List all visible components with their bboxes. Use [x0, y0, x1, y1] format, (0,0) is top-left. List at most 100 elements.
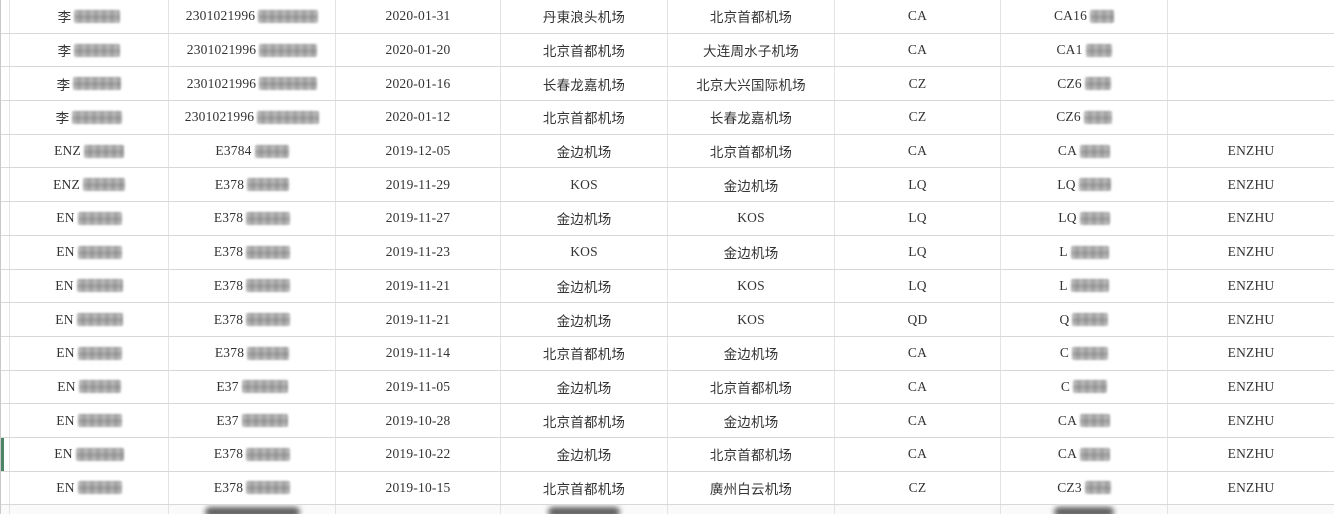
cell-flight-no[interactable]: CZ6 — [1001, 101, 1168, 134]
cell-airline-code[interactable]: LQ — [835, 202, 1001, 235]
cell-remark[interactable]: ENZHU — [1168, 135, 1334, 168]
cell-departure-airport[interactable]: KOS — [501, 235, 668, 269]
cell-arrival-airport[interactable]: KOS — [668, 303, 835, 336]
cell-document-no[interactable]: E37 — [169, 404, 336, 437]
cell-name[interactable]: EN — [10, 336, 169, 370]
cell-name[interactable]: EN — [10, 269, 169, 303]
cell-arrival-airport[interactable]: 北京大兴国际机场 — [668, 67, 835, 101]
row-margin-cell[interactable] — [1, 134, 10, 168]
cell-remark[interactable]: ENZHU — [1168, 438, 1334, 471]
cell-flight-no[interactable]: LQ — [1001, 202, 1168, 235]
cell-airline-code[interactable]: CA — [835, 437, 1001, 471]
cell-date[interactable]: 2019-10-15 — [336, 471, 501, 505]
cell-document-no[interactable]: E3784 — [169, 134, 336, 168]
cell-arrival-airport[interactable]: 金边机场 — [668, 404, 835, 437]
row-margin-cell[interactable] — [1, 437, 10, 471]
cell-document-no[interactable]: E378 — [169, 269, 336, 303]
cell-name[interactable]: 李 — [10, 101, 169, 134]
cell-departure-airport[interactable]: 金边机场 — [501, 437, 668, 471]
row-margin-cell[interactable] — [1, 33, 10, 67]
cell-document-no[interactable]: 2301021996 — [169, 33, 336, 67]
row-margin-cell[interactable] — [1, 235, 10, 269]
row-margin-cell[interactable] — [1, 471, 10, 505]
cell-document-no[interactable]: E378 — [169, 168, 336, 202]
cell-arrival-airport[interactable]: KOS — [668, 269, 835, 303]
cell-airline-code[interactable]: CA — [835, 134, 1001, 168]
cell-document-no[interactable]: 2301021996 — [169, 101, 336, 134]
cell-document-no[interactable]: E378 — [169, 336, 336, 370]
cell-flight-no[interactable]: L — [1001, 235, 1168, 269]
cell-departure-airport[interactable]: 金边机场 — [501, 370, 668, 404]
cell-name[interactable]: 李 — [10, 0, 169, 33]
cell-document-no[interactable]: E378 — [169, 471, 336, 505]
cell-date[interactable]: 2019-11-14 — [336, 336, 501, 370]
cell-flight-no[interactable]: CZ3 — [1001, 471, 1168, 505]
cell-remark[interactable]: ENZHU — [1168, 472, 1334, 505]
cell-date[interactable]: 2019-11-21 — [336, 303, 501, 336]
row-margin-cell[interactable] — [1, 67, 10, 101]
cell-flight-no[interactable]: CA — [1001, 437, 1168, 471]
cell-flight-no[interactable]: C — [1001, 370, 1168, 404]
cell-airline-code[interactable]: CA — [835, 336, 1001, 370]
cell-departure-airport[interactable]: 金边机场 — [501, 303, 668, 336]
cell-flight-no[interactable]: CA — [1001, 134, 1168, 168]
row-margin-cell[interactable] — [1, 303, 10, 336]
cell-name[interactable]: EN — [10, 235, 169, 269]
cell-date[interactable]: 2020-01-31 — [336, 0, 501, 33]
cell-date[interactable]: 2019-11-05 — [336, 370, 501, 404]
cell-name[interactable]: EN — [10, 471, 169, 505]
cell-document-no[interactable]: 2301021996 — [169, 0, 336, 33]
cell-departure-airport[interactable]: 金边机场 — [501, 269, 668, 303]
row-margin-cell[interactable] — [1, 101, 10, 134]
cell-name[interactable]: EN — [10, 303, 169, 336]
cell-remark[interactable]: ENZHU — [1168, 236, 1334, 269]
cell-remark[interactable]: ENZHU — [1168, 337, 1334, 370]
cell-flight-no[interactable]: CZ6 — [1001, 67, 1168, 101]
cell-departure-airport[interactable]: 长春龙嘉机场 — [501, 67, 668, 101]
cell-remark[interactable] — [1168, 101, 1334, 134]
cell-remark[interactable] — [1168, 67, 1334, 100]
cell-airline-code[interactable]: CA — [835, 33, 1001, 67]
cell-airline-code[interactable]: LQ — [835, 235, 1001, 269]
cell-date[interactable]: 2019-11-29 — [336, 168, 501, 202]
cell-document-no[interactable]: E378 — [169, 303, 336, 336]
cell-date[interactable]: 2019-12-05 — [336, 134, 501, 168]
cell-arrival-airport[interactable]: 北京首都机场 — [668, 437, 835, 471]
cell-arrival-airport[interactable]: 北京首都机场 — [668, 370, 835, 404]
cell-flight-no[interactable]: C — [1001, 336, 1168, 370]
cell-remark[interactable]: ENZHU — [1168, 202, 1334, 235]
cell-name[interactable]: ENZ — [10, 168, 169, 202]
cell-arrival-airport[interactable]: 长春龙嘉机场 — [668, 101, 835, 134]
cell-arrival-airport[interactable]: 廣州白云机场 — [668, 471, 835, 505]
row-margin-cell[interactable] — [1, 370, 10, 404]
cell-remark[interactable]: ENZHU — [1168, 303, 1334, 336]
cell-arrival-airport[interactable]: 大连周水子机场 — [668, 33, 835, 67]
cell-remark[interactable] — [1168, 0, 1334, 33]
cell-document-no[interactable]: E378 — [169, 202, 336, 235]
row-margin-cell[interactable] — [1, 202, 10, 235]
cell-name[interactable]: 李 — [10, 67, 169, 101]
cell-airline-code[interactable]: CA — [835, 404, 1001, 437]
cell-departure-airport[interactable]: 北京首都机场 — [501, 101, 668, 134]
cell-date[interactable]: 2019-10-28 — [336, 404, 501, 437]
cell-name[interactable]: EN — [10, 404, 169, 437]
cell-document-no[interactable]: E378 — [169, 235, 336, 269]
cell-date[interactable]: 2019-11-21 — [336, 269, 501, 303]
cell-departure-airport[interactable]: 北京首都机场 — [501, 404, 668, 437]
cell-flight-no[interactable]: CA — [1001, 404, 1168, 437]
row-margin-cell[interactable] — [1, 168, 10, 202]
row-margin-cell[interactable] — [1, 0, 10, 33]
cell-document-no[interactable]: E378 — [169, 437, 336, 471]
cell-flight-no[interactable]: L — [1001, 269, 1168, 303]
cell-date[interactable]: 2020-01-20 — [336, 33, 501, 67]
cell-departure-airport[interactable]: 北京首都机场 — [501, 336, 668, 370]
cell-departure-airport[interactable]: 丹東浪头机场 — [501, 0, 668, 33]
cell-remark[interactable]: ENZHU — [1168, 168, 1334, 201]
cell-date[interactable]: 2019-10-22 — [336, 437, 501, 471]
cell-airline-code[interactable]: LQ — [835, 269, 1001, 303]
cell-date[interactable]: 2019-11-23 — [336, 235, 501, 269]
cell-arrival-airport[interactable]: 北京首都机场 — [668, 134, 835, 168]
cell-remark[interactable] — [1168, 34, 1334, 67]
row-margin-cell[interactable] — [1, 269, 10, 303]
cell-name[interactable]: ENZ — [10, 134, 169, 168]
